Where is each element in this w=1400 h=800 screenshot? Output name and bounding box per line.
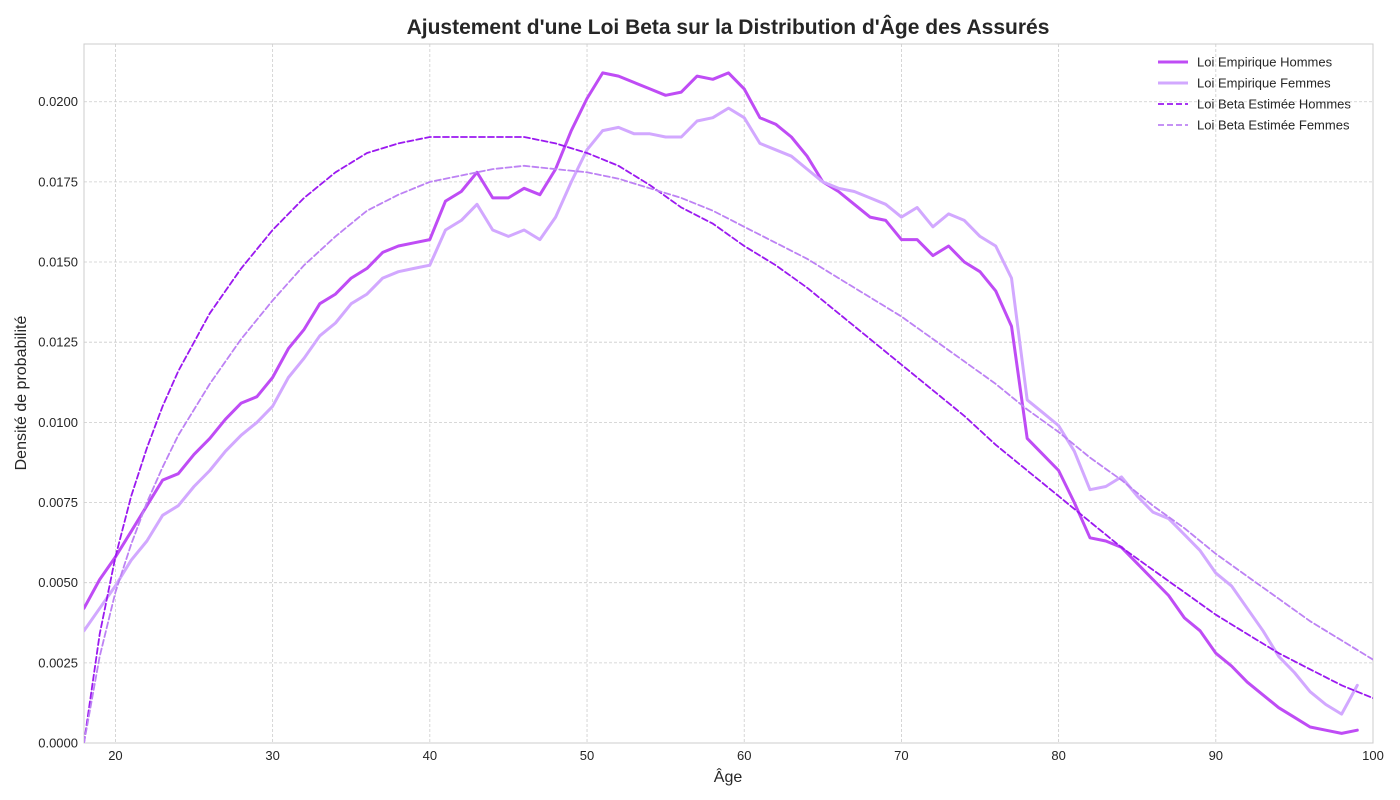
legend-label-loi-beta-estimee-femmes: Loi Beta Estimée Femmes <box>1197 118 1350 133</box>
x-tick-label: 40 <box>423 748 437 763</box>
x-tick-label: 30 <box>265 748 279 763</box>
series-group <box>84 71 1373 743</box>
x-tick-label: 20 <box>108 748 122 763</box>
y-tick-label: 0.0100 <box>38 415 78 430</box>
x-tick-label: 90 <box>1209 748 1223 763</box>
x-tick-label: 100 <box>1362 748 1384 763</box>
series-line-loi-empirique-femmes <box>84 106 1359 716</box>
y-tick-label: 0.0125 <box>38 335 78 350</box>
y-tick-label: 0.0075 <box>38 495 78 510</box>
x-tick-label: 80 <box>1051 748 1065 763</box>
series-line-loi-empirique-hommes <box>84 71 1359 735</box>
x-tick-labels: 20 30 40 50 60 70 80 90 100 <box>108 748 1384 763</box>
legend-label-loi-empirique-hommes: Loi Empirique Hommes <box>1197 55 1333 70</box>
x-axis-label: Âge <box>714 767 743 786</box>
series-line-loi-beta-estimee-femmes <box>84 164 1373 743</box>
series-line-loi-beta-estimee-hommes <box>84 136 1373 743</box>
y-tick-labels: 0.0000 0.0025 0.0050 0.0075 0.0100 0.0125 0.01… <box>38 94 78 750</box>
grid <box>84 44 1374 744</box>
y-tick-label: 0.0200 <box>38 94 78 109</box>
legend: Loi Empirique Hommes Loi Empirique Femmes… <box>1158 55 1351 133</box>
y-tick-label: 0.0150 <box>38 255 78 270</box>
y-tick-label: 0.0025 <box>38 655 78 670</box>
x-tick-label: 60 <box>737 748 751 763</box>
y-tick-label: 0.0175 <box>38 174 78 189</box>
y-tick-label: 0.0000 <box>38 736 78 751</box>
x-tick-label: 70 <box>894 748 908 763</box>
y-axis-label: Densité de probabilité <box>13 316 30 471</box>
plot-frame <box>83 43 1374 744</box>
x-tick-label: 50 <box>580 748 594 763</box>
legend-label-loi-empirique-femmes: Loi Empirique Femmes <box>1197 76 1331 91</box>
chart-title: Ajustement d'une Loi Beta sur la Distrib… <box>407 15 1050 39</box>
legend-label-loi-beta-estimee-hommes: Loi Beta Estimée Hommes <box>1197 97 1351 112</box>
y-tick-label: 0.0050 <box>38 575 78 590</box>
